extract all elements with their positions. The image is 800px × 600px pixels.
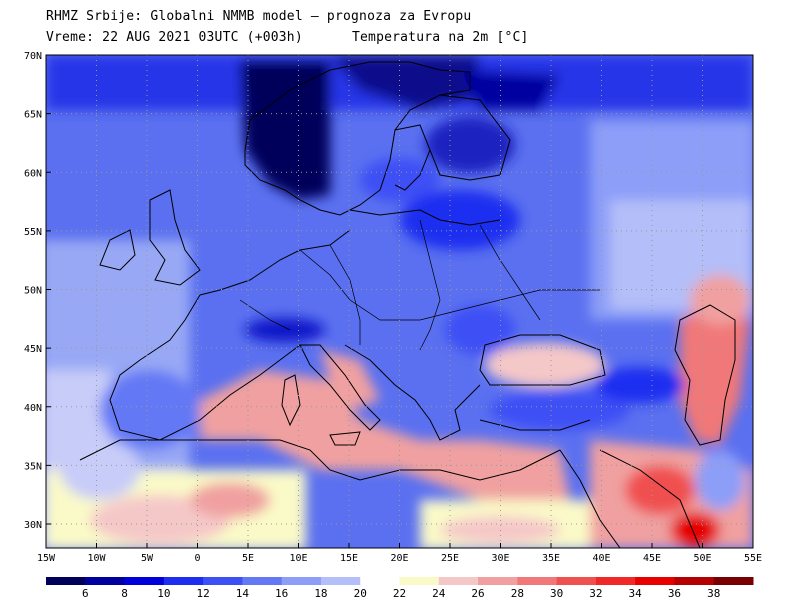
latitude-label: 45N bbox=[24, 344, 42, 355]
colorbar-swatch bbox=[478, 577, 518, 585]
longitude-label: 5E bbox=[242, 553, 254, 564]
colorbar-label: 14 bbox=[236, 587, 250, 600]
latitude-label: 50N bbox=[24, 286, 42, 297]
colorbar-label: 18 bbox=[314, 587, 327, 600]
longitude-label: 15W bbox=[37, 553, 56, 564]
latitude-labels: 70N 65N 60N 55N 50N 45N 40N 35N 30N bbox=[24, 51, 51, 531]
latitude-label: 30N bbox=[24, 520, 42, 531]
colorbar-swatch bbox=[124, 577, 165, 585]
longitude-label: 25E bbox=[441, 553, 459, 564]
latitude-label: 60N bbox=[24, 168, 42, 179]
colorbar-swatch bbox=[85, 577, 126, 585]
colorbar-swatch bbox=[635, 577, 675, 585]
colorbar-swatch bbox=[399, 577, 440, 585]
longitude-label: 10W bbox=[87, 553, 106, 564]
longitude-label: 20E bbox=[390, 553, 408, 564]
gridlines bbox=[46, 55, 753, 548]
longitude-label: 5W bbox=[141, 553, 154, 564]
colorbar-label: 34 bbox=[629, 587, 643, 600]
longitude-label: 35E bbox=[542, 553, 560, 564]
colorbar-label: 30 bbox=[550, 587, 563, 600]
longitude-label: 55E bbox=[744, 553, 762, 564]
colorbar-swatch bbox=[281, 577, 322, 585]
latitude-label: 40N bbox=[24, 403, 42, 414]
latitude-label: 35N bbox=[24, 461, 42, 472]
title-line-1: RHMZ Srbije: Globalni NMMB model — progn… bbox=[46, 9, 472, 24]
coastlines bbox=[79, 61, 736, 548]
longitude-label: 0 bbox=[194, 553, 200, 564]
colorbar-label: 24 bbox=[432, 587, 446, 600]
colorbar: 6 8 10 12 14 16 18 20 22 24 26 28 30 32 34 36 38 bbox=[46, 577, 754, 600]
colorbar-swatch bbox=[713, 577, 754, 585]
title-line-2: Vreme: 22 AUG 2021 03UTC (+003h) bbox=[46, 30, 303, 45]
colorbar-swatch bbox=[595, 577, 636, 585]
colorbar-label: 36 bbox=[668, 587, 681, 600]
colorbar-swatch bbox=[360, 577, 400, 585]
colorbar-label: 26 bbox=[471, 587, 484, 600]
longitude-label: 45E bbox=[643, 553, 661, 564]
colorbar-swatch bbox=[517, 577, 558, 585]
colorbar-swatch bbox=[438, 577, 479, 585]
longitude-labels: 15W 10W 5W 0 5E 10E 15E 20E 25E 30E 35E 40E 45E 50E 55… bbox=[37, 543, 762, 564]
colorbar-swatch bbox=[556, 577, 597, 585]
latitude-label: 70N bbox=[24, 51, 42, 62]
colorbar-label: 10 bbox=[157, 587, 170, 600]
colorbar-label: 8 bbox=[121, 587, 128, 600]
colorbar-label: 6 bbox=[82, 587, 89, 600]
colorbar-label: 22 bbox=[393, 587, 406, 600]
colorbar-swatch bbox=[674, 577, 715, 585]
colorbar-swatch bbox=[242, 577, 283, 585]
longitude-label: 40E bbox=[592, 553, 610, 564]
colorbar-label: 32 bbox=[589, 587, 602, 600]
colorbar-label: 12 bbox=[196, 587, 209, 600]
longitude-label: 15E bbox=[340, 553, 358, 564]
latitude-label: 65N bbox=[24, 110, 42, 121]
longitude-label: 10E bbox=[289, 553, 307, 564]
colorbar-label: 38 bbox=[707, 587, 720, 600]
longitude-label: 50E bbox=[693, 553, 711, 564]
longitude-label: 30E bbox=[491, 553, 509, 564]
colorbar-swatch bbox=[203, 577, 243, 585]
colorbar-label: 16 bbox=[275, 587, 288, 600]
colorbar-label: 20 bbox=[354, 587, 367, 600]
title-line-3: Temperatura na 2m [°C] bbox=[352, 30, 529, 45]
colorbar-swatch bbox=[320, 577, 361, 585]
colorbar-label: 28 bbox=[511, 587, 524, 600]
latitude-label: 55N bbox=[24, 227, 42, 238]
colorbar-swatch bbox=[163, 577, 204, 585]
colorbar-swatch bbox=[46, 577, 86, 585]
